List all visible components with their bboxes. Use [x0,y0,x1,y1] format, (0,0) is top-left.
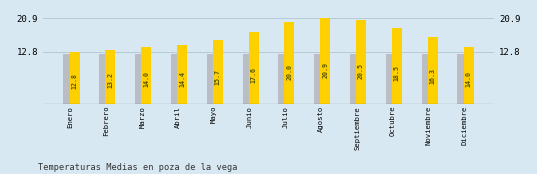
Bar [207,54,213,104]
Text: 20.5: 20.5 [358,63,364,79]
Bar [314,54,321,104]
Bar [105,50,115,104]
Bar [458,54,464,104]
Text: 15.7: 15.7 [215,69,221,85]
Bar [356,20,366,104]
Bar [278,54,285,104]
Text: 20.9: 20.9 [322,62,328,78]
Text: 13.2: 13.2 [107,72,113,88]
Bar [141,47,151,104]
Bar [177,45,187,104]
Text: 12.8: 12.8 [71,73,77,89]
Bar [386,54,392,104]
Text: 16.3: 16.3 [430,68,436,84]
Bar [99,54,106,104]
Bar [422,54,428,104]
Text: 20.0: 20.0 [286,64,293,80]
Bar [285,22,294,104]
Bar [392,28,402,104]
Text: 18.5: 18.5 [394,65,400,81]
Text: 14.4: 14.4 [179,70,185,86]
Text: 14.0: 14.0 [143,71,149,87]
Bar [171,54,177,104]
Bar [135,54,142,104]
Bar [350,54,357,104]
Text: Temperaturas Medias en poza de la vega: Temperaturas Medias en poza de la vega [38,163,237,172]
Bar [63,54,70,104]
Bar [213,39,223,104]
Text: 14.0: 14.0 [466,71,471,87]
Bar [463,47,474,104]
Bar [427,37,438,104]
Bar [249,32,259,104]
Bar [243,54,249,104]
Text: 17.6: 17.6 [251,67,257,83]
Bar [320,18,330,104]
Bar [70,52,79,104]
